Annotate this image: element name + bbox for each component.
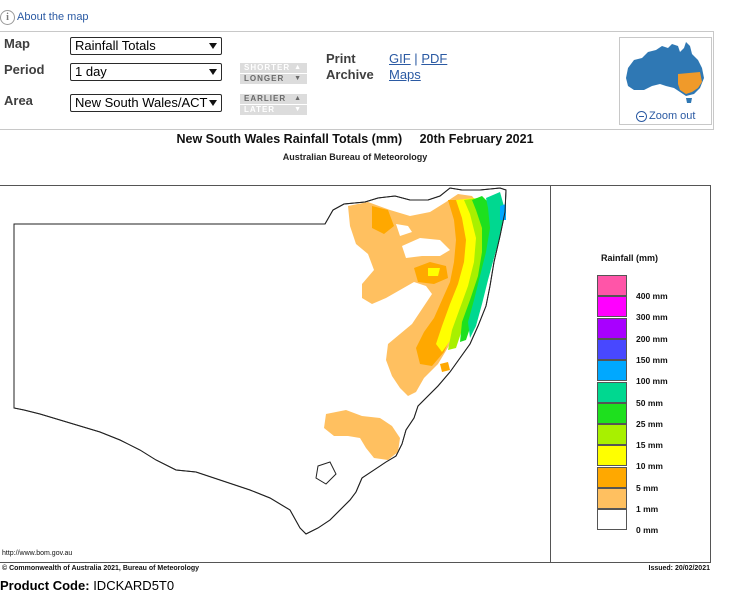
- legend-label: 15 mm: [636, 440, 663, 451]
- copyright-text: © Commonwealth of Australia 2021, Bureau…: [2, 565, 200, 572]
- legend-swatch: [597, 360, 627, 382]
- map-frame: [0, 185, 711, 563]
- legend-label: 1 mm: [636, 504, 659, 514]
- australia-map-graphic: [626, 42, 704, 103]
- area-select-value: New South Wales/ACT: [75, 95, 208, 110]
- archive-maps-link[interactable]: Maps: [389, 67, 421, 82]
- map-select[interactable]: Rainfall Totals: [70, 37, 222, 55]
- archive-label: Archive: [326, 67, 374, 82]
- area-select[interactable]: New South Wales/ACT: [70, 94, 222, 112]
- period-label: Period: [4, 62, 45, 77]
- bom-url: http://www.bom.gov.au: [2, 550, 73, 557]
- chevron-down-icon: ▼: [294, 75, 302, 82]
- later-button[interactable]: LATER ▼: [240, 105, 307, 115]
- later-label: LATER: [244, 105, 276, 114]
- legend-label: 150 mm: [636, 354, 668, 365]
- legend-swatch: [597, 296, 627, 318]
- map-select-value: Rainfall Totals: [75, 38, 156, 53]
- legend-swatch: [597, 509, 627, 531]
- about-map-link[interactable]: i About the map: [0, 8, 89, 26]
- legend-swatch: [597, 317, 627, 339]
- legend-swatch: [597, 381, 627, 403]
- controls-panel: Map Rainfall Totals Period 1 day Area Ne…: [0, 31, 714, 130]
- shorter-button[interactable]: SHORTER ▲: [240, 63, 307, 73]
- legend-label: 0 mm: [636, 525, 659, 536]
- legend-title: Rainfall (mm): [601, 253, 659, 263]
- legend-swatch: [597, 445, 627, 467]
- legend-label: 50 mm: [636, 397, 663, 408]
- earlier-button[interactable]: EARLIER ▲: [240, 94, 307, 104]
- map-legend-divider: [550, 185, 551, 563]
- info-icon: i: [0, 9, 15, 25]
- legend-label: 10 mm: [636, 461, 663, 472]
- rainfall-map: [13, 187, 507, 535]
- longer-button[interactable]: LONGER ▼: [240, 74, 307, 84]
- australia-minimap[interactable]: Zoom out: [619, 37, 712, 125]
- legend-label: 300 mm: [636, 312, 668, 323]
- map-label: Map: [4, 36, 30, 51]
- legend-label: 200 mm: [636, 333, 668, 344]
- legend-label: 400 mm: [636, 291, 668, 301]
- chevron-down-icon: [209, 69, 217, 75]
- legend-swatch: [597, 466, 627, 488]
- zoom-out-icon: [636, 110, 647, 122]
- print-label: Print: [326, 51, 356, 66]
- chevron-down-icon: ▼: [294, 106, 302, 113]
- map-title: New South Wales Rainfall Totals (mm) 20t…: [176, 132, 534, 146]
- period-select[interactable]: 1 day: [70, 63, 222, 81]
- zoom-out-label: Zoom out: [649, 110, 696, 122]
- legend-swatch: [597, 424, 627, 446]
- product-code-label: Product Code:: [0, 578, 90, 593]
- legend-swatch: [597, 275, 627, 296]
- legend-swatch: [597, 488, 627, 509]
- area-label: Area: [4, 93, 33, 108]
- about-map-label[interactable]: About the map: [17, 11, 89, 23]
- shorter-label: SHORTER: [244, 63, 291, 72]
- legend-swatch: [597, 338, 627, 360]
- chevron-up-icon: ▲: [294, 95, 302, 102]
- legend-label: 25 mm: [636, 418, 663, 429]
- zoom-out-link[interactable]: Zoom out: [636, 110, 695, 122]
- product-code: Product Code: IDCKARD5T0: [0, 578, 174, 593]
- legend-swatch: [597, 402, 627, 424]
- period-select-value: 1 day: [75, 64, 107, 79]
- issued-date: Issued: 20/02/2021: [648, 565, 711, 572]
- chevron-down-icon: [209, 43, 217, 49]
- longer-label: LONGER: [244, 74, 285, 83]
- legend-label: 100 mm: [636, 376, 668, 387]
- legend-label: 5 mm: [636, 482, 659, 493]
- link-separator: |: [414, 51, 418, 66]
- pdf-link[interactable]: PDF: [421, 51, 448, 66]
- gif-link[interactable]: GIF: [389, 51, 411, 66]
- product-code-value: IDCKARD5T0: [93, 578, 175, 593]
- chevron-down-icon: [209, 100, 217, 106]
- chevron-up-icon: ▲: [294, 64, 302, 71]
- print-links: GIF | PDF Maps: [389, 51, 447, 83]
- earlier-label: EARLIER: [244, 94, 287, 103]
- map-subtitle: Australian Bureau of Meteorology: [282, 152, 428, 162]
